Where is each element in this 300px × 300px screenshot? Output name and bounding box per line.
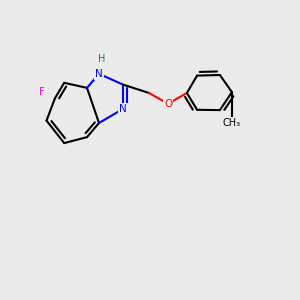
Text: N: N xyxy=(119,104,127,114)
Text: CH₃: CH₃ xyxy=(223,118,241,128)
Text: F: F xyxy=(39,87,45,97)
Text: H: H xyxy=(98,54,105,64)
Text: O: O xyxy=(164,99,172,109)
Text: N: N xyxy=(95,69,103,79)
